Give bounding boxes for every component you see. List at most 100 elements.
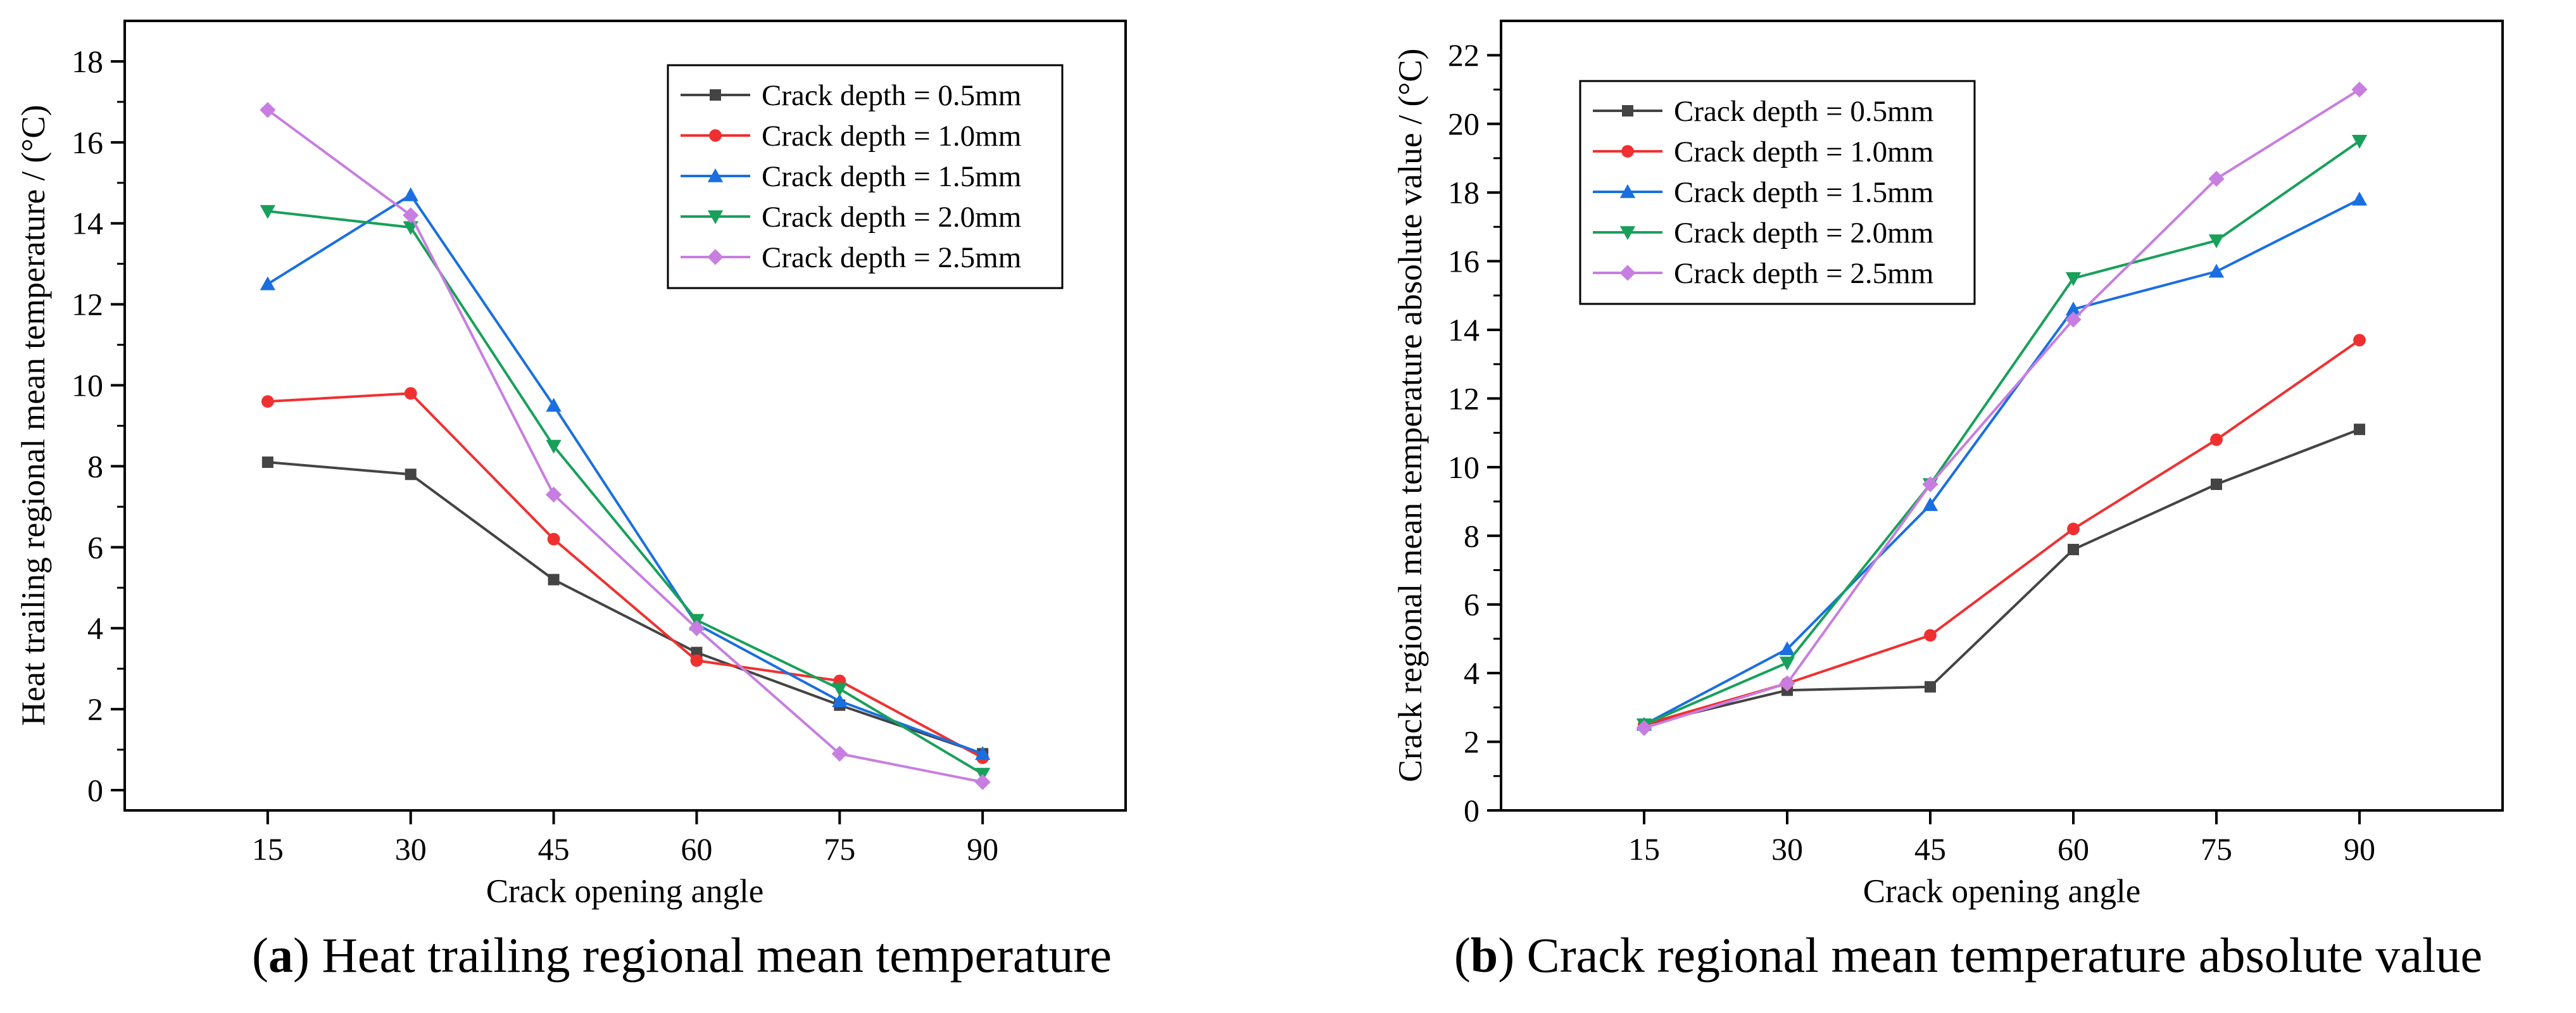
data-point-b-1-5 [2353, 334, 2366, 347]
x-tick-label-b-2: 45 [1914, 831, 1946, 867]
x-tick-label-b-5: 90 [2344, 831, 2375, 867]
data-point-b-4-3 [2065, 311, 2082, 328]
series-line-a-0 [267, 461, 983, 755]
x-tick-label-a-1: 30 [395, 831, 427, 867]
x-tick-label-b-3: 60 [2058, 831, 2089, 867]
series-line-a-1 [267, 392, 984, 759]
caption-b-text: Crack regional mean temperature absolute… [1514, 928, 2482, 983]
series-a-4 [260, 102, 991, 790]
y-tick-label-b-11: 22 [1448, 37, 1480, 73]
y-axis-title-a: Heat trailing regional mean temperature … [15, 105, 52, 726]
y-tick-label-a-7: 14 [72, 206, 103, 241]
legend-label-a-4: Crack depth = 2.5mm [762, 241, 1021, 274]
series-layer-a [260, 102, 991, 790]
series-layer-b [1636, 81, 2368, 736]
data-point-b-3-1 [1779, 657, 1795, 671]
legend-marker-b-4 [1619, 265, 1636, 281]
y-tick-label-b-3: 6 [1464, 587, 1480, 622]
y-tick-label-a-6: 12 [72, 287, 103, 322]
y-tick-label-a-8: 16 [72, 125, 103, 160]
y-tick-label-b-0: 0 [1464, 793, 1480, 828]
legend-box-b [1579, 80, 1976, 305]
data-point-a-2-5 [974, 746, 991, 760]
y-tick-label-a-5: 10 [72, 368, 103, 403]
x-tick-label-a-4: 75 [824, 831, 855, 867]
data-point-b-1-3 [2067, 522, 2080, 536]
series-line-a-3 [267, 210, 984, 776]
y-tick-label-b-10: 20 [1448, 106, 1480, 142]
data-point-b-2-4 [2208, 263, 2225, 278]
data-point-b-0-5 [2354, 424, 2365, 436]
y-tick-label-a-3: 6 [87, 529, 103, 565]
y-tick-label-a-4: 8 [87, 448, 103, 484]
legend-marker-b-0 [1622, 105, 1633, 116]
legend-label-b-1: Crack depth = 1.0mm [1674, 135, 1933, 168]
y-ticks-b: 0 2 4 6 8 10 12 14 16 18 20 22 [1448, 37, 1501, 828]
data-point-a-4-3 [688, 620, 705, 636]
data-point-a-4-0 [260, 102, 276, 118]
y-axis-title-b: Crack regional mean temperature absolute… [1392, 49, 1429, 783]
data-point-b-1-4 [2210, 433, 2223, 446]
y-tick-label-b-2: 4 [1464, 655, 1480, 691]
x-tick-label-a-0: 15 [252, 831, 284, 867]
data-point-a-0-2 [548, 574, 560, 586]
series-line-b-2 [1643, 198, 2360, 726]
data-point-a-3-0 [260, 204, 276, 219]
data-point-a-1-3 [690, 654, 703, 667]
legend-label-b-3: Crack depth = 2.0mm [1674, 217, 1933, 249]
x-axis-title-b: Crack opening angle [1863, 873, 2141, 910]
caption-b: (b) Crack regional mean temperature abso… [1454, 928, 2482, 983]
data-point-a-2-0 [260, 276, 276, 291]
legend-label-a-3: Crack depth = 2.0mm [762, 201, 1021, 234]
y-tick-label-b-5: 10 [1448, 450, 1480, 485]
series-b-4 [1636, 81, 2368, 736]
data-point-a-0-0 [261, 456, 273, 469]
data-point-b-2-1 [1779, 641, 1795, 655]
series-a-1 [261, 387, 990, 764]
legend-marker-a-1 [709, 129, 722, 142]
legend-marker-b-2 [1619, 184, 1636, 198]
caption-a-text: Heat trailing regional mean temperature [310, 928, 1112, 983]
series-line-b-0 [1643, 428, 2360, 726]
data-point-a-0-1 [405, 469, 417, 481]
legend-marker-b-3 [1619, 226, 1636, 241]
legend-label-b-2: Crack depth = 1.5mm [1674, 176, 1933, 209]
x-tick-label-b-1: 30 [1771, 831, 1803, 867]
data-point-b-3-3 [2065, 272, 2082, 286]
data-point-a-2-2 [546, 398, 562, 412]
data-point-a-2-1 [403, 187, 418, 201]
data-point-b-4-5 [2351, 81, 2368, 98]
legend-label-b-0: Crack depth = 0.5mm [1674, 95, 1933, 128]
data-point-a-3-2 [546, 439, 562, 454]
data-point-a-2-4 [832, 693, 848, 708]
chart-panel-b: 15 30 45 60 75 90 0 2 4 6 8 10 12 14 16 18 20 22 Crack o… [1392, 20, 2504, 910]
y-tick-label-a-1: 2 [87, 691, 103, 727]
legend-label-b-4: Crack depth = 2.5mm [1674, 257, 1933, 290]
data-point-b-4-4 [2208, 170, 2225, 187]
data-point-b-4-1 [1779, 675, 1795, 691]
data-point-a-1-0 [261, 395, 274, 408]
y-tick-label-b-6: 12 [1448, 381, 1480, 416]
y-tick-label-b-1: 2 [1464, 724, 1480, 760]
plot-frame-a [123, 20, 1127, 812]
chart-panel-a: 15 30 45 60 75 90 0 2 4 6 8 10 12 14 16 18 Crack openi… [15, 20, 1127, 910]
data-point-b-1-2 [1924, 629, 1937, 642]
data-point-b-3-4 [2208, 234, 2225, 249]
data-point-b-2-3 [2065, 301, 2082, 316]
y-tick-label-a-0: 0 [87, 772, 103, 808]
data-point-a-4-4 [831, 745, 848, 762]
y-ticks-a: 0 2 4 6 8 10 12 14 16 18 [72, 44, 125, 808]
data-point-b-0-2 [1925, 681, 1936, 693]
y-tick-label-b-9: 18 [1448, 175, 1480, 210]
data-point-b-4-0 [1636, 720, 1652, 736]
caption-a: (a) Heat trailing regional mean temperat… [252, 928, 1112, 983]
data-point-b-4-2 [1922, 476, 1938, 493]
legend-marker-a-0 [710, 89, 721, 101]
x-tick-label-a-2: 45 [538, 831, 570, 867]
legend-marker-a-4 [707, 249, 724, 265]
x-ticks-a: 15 30 45 60 75 90 [252, 810, 998, 867]
series-line-b-3 [1643, 140, 2361, 726]
series-a-3 [260, 204, 991, 782]
y-tick-label-a-9: 18 [72, 44, 103, 79]
